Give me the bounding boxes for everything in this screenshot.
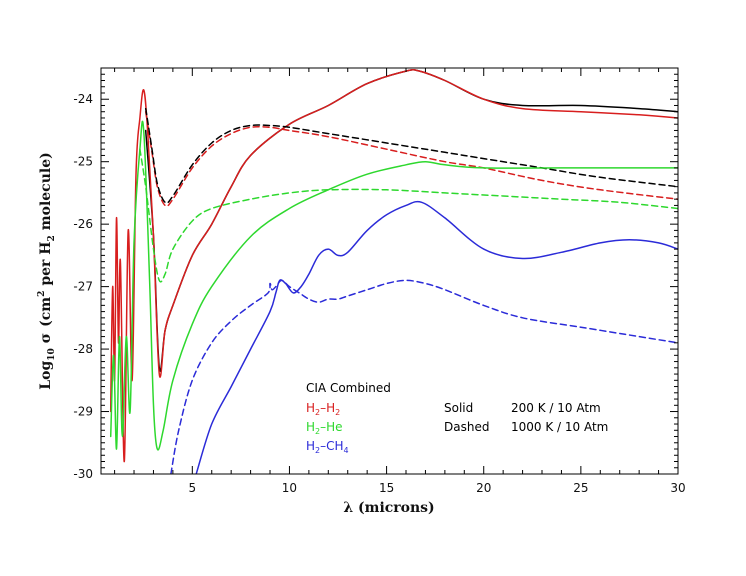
x-tick-label: 25 <box>573 481 588 495</box>
series-line-2 <box>144 110 678 207</box>
legend-style-solid-desc: 200 K / 10 Atm <box>511 401 601 415</box>
legend-style-dashed-label: Dashed <box>444 420 489 434</box>
legend-entry-h2h2: H2–H2 <box>306 401 340 417</box>
y-axis-title-unit-sub: 2 <box>47 235 57 241</box>
legend-header: CIA Combined <box>306 381 391 395</box>
y-axis-title-unit-open: (cm <box>38 297 54 327</box>
series-line-6 <box>195 200 678 474</box>
y-axis-title-unit-sup: 2 <box>37 291 47 297</box>
legend: CIA Combined H2–H2 H2–He H2–CH4 Solid 20… <box>306 381 608 455</box>
x-axis-title: λ (microns) <box>343 500 434 516</box>
x-tick-label: 15 <box>379 481 394 495</box>
y-axis-title: Log10σ(cm2per H2molecule) <box>37 152 57 389</box>
ticks-layer: 5 10 15 20 25 30 -30 -29 -28 -27 -26 -25 -24 <box>73 67 686 495</box>
y-tick-label: -25 <box>73 155 93 169</box>
series-line-5 <box>139 148 678 283</box>
y-tick-label: -27 <box>73 280 93 294</box>
y-tick-label: -24 <box>73 92 93 106</box>
x-tick-label: 30 <box>670 481 685 495</box>
series-line-4 <box>109 120 678 451</box>
y-tick-label: -30 <box>73 467 93 481</box>
legend-entry-h2ch4: H2–CH4 <box>306 439 349 455</box>
y-axis-title-log-sub: 10 <box>47 348 57 361</box>
y-tick-label: -29 <box>73 405 93 419</box>
series-layer <box>109 69 678 474</box>
y-axis-title-sigma: σ <box>38 333 54 343</box>
plot-frame <box>100 67 679 475</box>
series-line-7 <box>170 279 678 474</box>
y-tick-label: -28 <box>73 342 93 356</box>
y-axis-title-unit-end: molecule) <box>38 152 54 230</box>
x-tick-label: 20 <box>476 481 491 495</box>
legend-style-dashed-desc: 1000 K / 10 Atm <box>511 420 608 434</box>
y-axis-title-log: Log <box>38 361 54 390</box>
y-axis-title-unit-mid: per H <box>38 241 54 285</box>
y-tick-label: -26 <box>73 217 93 231</box>
legend-style-solid-label: Solid <box>444 401 473 415</box>
x-tick-label: 5 <box>188 481 196 495</box>
series-line-3 <box>144 107 678 204</box>
legend-entry-h2he: H2–He <box>306 420 343 436</box>
series-line-1 <box>109 69 678 463</box>
x-tick-label: 10 <box>282 481 297 495</box>
